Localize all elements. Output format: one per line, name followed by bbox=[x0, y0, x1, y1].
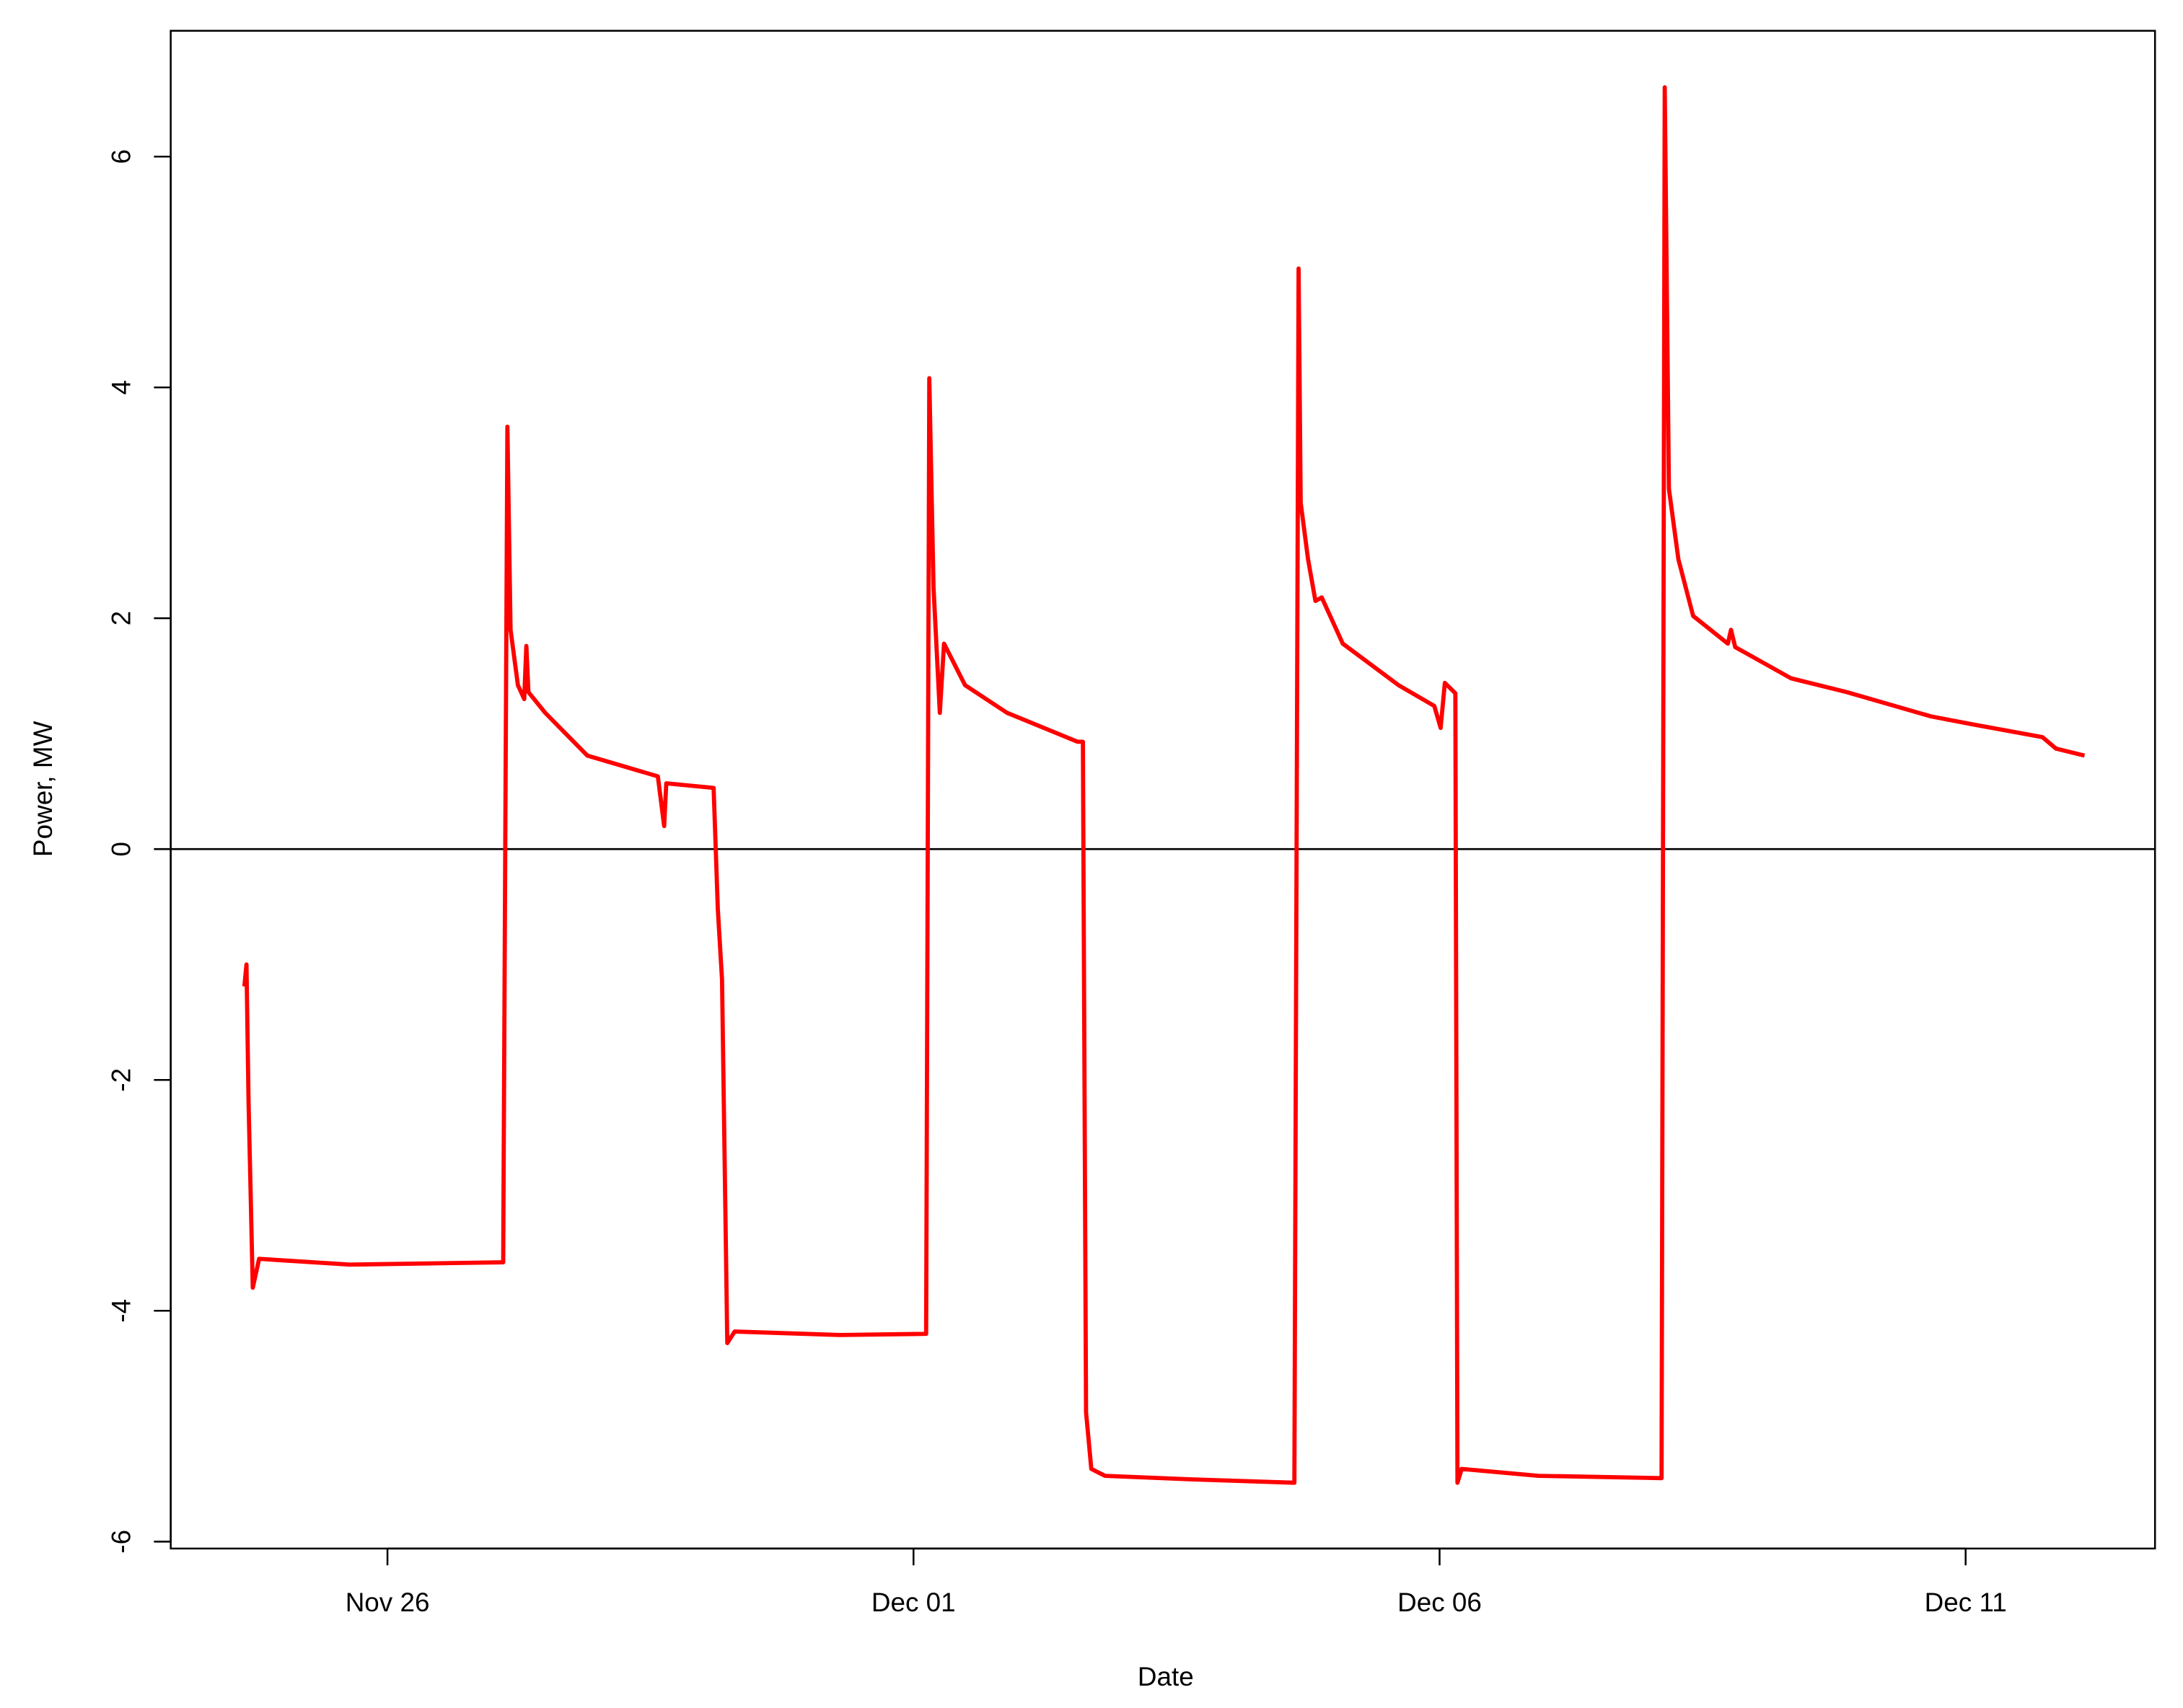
y-tick-label: -4 bbox=[106, 1299, 136, 1323]
x-tick-label: Nov 26 bbox=[346, 1588, 430, 1617]
x-tick-label: Dec 01 bbox=[871, 1588, 956, 1617]
y-axis-label: Power, MW bbox=[28, 721, 58, 857]
x-axis-label: Date bbox=[1138, 1662, 1194, 1691]
x-tick-label: Dec 11 bbox=[1925, 1588, 2007, 1617]
y-tick-label: -6 bbox=[106, 1530, 136, 1554]
y-tick-label: 2 bbox=[106, 611, 136, 625]
y-tick-label: 0 bbox=[106, 842, 136, 856]
data-line bbox=[242, 85, 2086, 1485]
y-tick-label: 4 bbox=[106, 380, 136, 395]
y-tick-label: 6 bbox=[106, 149, 136, 164]
plot-frame bbox=[170, 30, 2156, 1550]
y-tick-label: -2 bbox=[106, 1068, 136, 1092]
x-tick-label: Dec 06 bbox=[1397, 1588, 1482, 1617]
